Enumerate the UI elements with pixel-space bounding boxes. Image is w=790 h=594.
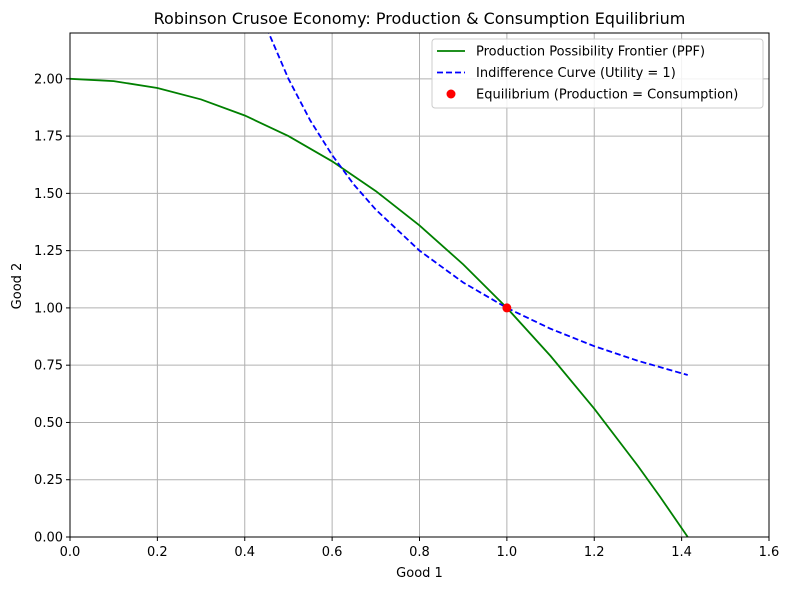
x-tick-label: 1.6 <box>759 545 780 560</box>
legend-label: Equilibrium (Production = Consumption) <box>476 88 738 103</box>
y-tick-label: 0.00 <box>34 531 63 546</box>
legend-box <box>431 38 764 109</box>
legend-label: Production Possibility Frontier (PPF) <box>476 45 705 60</box>
y-tick-label: 1.00 <box>34 301 63 316</box>
grid-layer <box>69 33 770 538</box>
production-possibility-frontier-ppf-line <box>70 77 689 537</box>
y-tick-label: 1.75 <box>34 130 63 145</box>
legend-label: Indifference Curve (Utility = 1) <box>476 66 676 81</box>
x-tick-label: 1.2 <box>584 545 605 560</box>
x-axis-label: Good 1 <box>396 566 443 581</box>
y-tick-label: 0.50 <box>34 416 63 431</box>
x-tick-label: 1.4 <box>671 545 692 560</box>
legend: Production Possibility Frontier (PPF) Ind… <box>431 38 764 109</box>
y-tick-label: 2.00 <box>34 72 63 87</box>
y-tick-label: 1.50 <box>34 187 63 202</box>
series-layer <box>70 33 689 537</box>
indifference-curve-utility-1-line <box>267 33 688 376</box>
y-tick-label: 0.75 <box>34 359 63 374</box>
x-tick-label: 0.8 <box>409 545 430 560</box>
equilibrium-point <box>502 303 512 313</box>
x-tick-label: 0.4 <box>234 545 255 560</box>
chart-title: Robinson Crusoe Economy: Production & Co… <box>154 9 686 28</box>
y-axis-label: Good 2 <box>10 263 25 310</box>
tick-layer: 0.0 0.2 0.4 0.6 0.8 1.0 1.2 1.4 1.6 0.00 0.25 0.50 0… <box>34 72 779 560</box>
y-tick-label: 0.25 <box>34 473 63 488</box>
x-tick-label: 0.2 <box>147 545 168 560</box>
legend-marker <box>446 89 456 99</box>
x-tick-label: 0.0 <box>60 545 81 560</box>
x-tick-label: 0.6 <box>322 545 343 560</box>
y-tick-label: 1.25 <box>34 244 63 259</box>
x-tick-label: 1.0 <box>497 545 518 560</box>
